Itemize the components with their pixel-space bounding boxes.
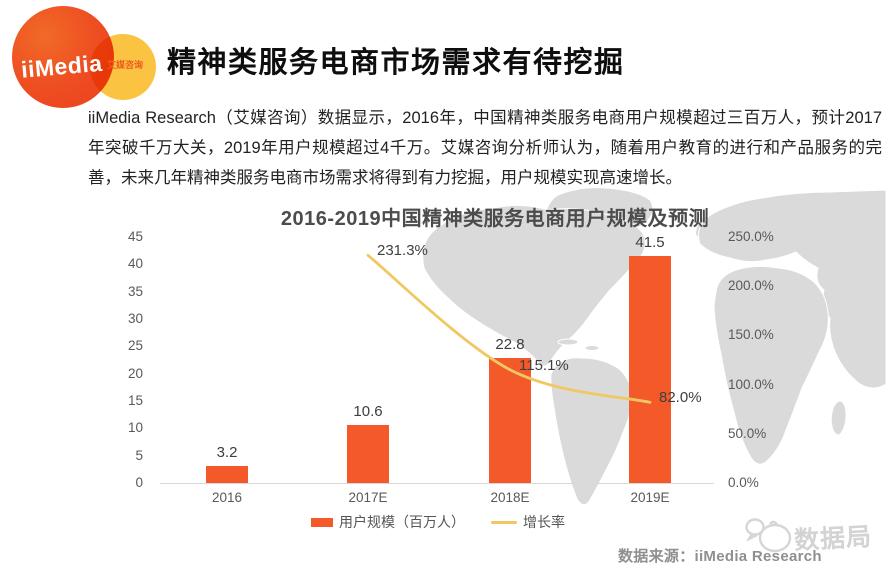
bar-value-label: 41.5 [635,234,665,252]
right-axis-tick: 50.0% [728,425,767,441]
left-axis-tick: 20 [127,365,143,381]
legend-label: 增长率 [523,514,565,530]
right-axis-tick: 250.0% [728,229,774,244]
right-axis-tick: 200.0% [728,278,774,294]
legend-item-bars: 用户规模（百万人） [311,512,465,532]
x-axis-tick: 2018E [490,490,530,505]
intro-paragraph: iiMedia Research（艾媒咨询）数据显示，2016年，中国精神类服务… [88,109,882,187]
left-axis-tick: 25 [127,338,143,354]
left-axis-tick: 0 [135,475,143,490]
bar-2018E [489,358,531,483]
page-title: 精神类服务电商市场需求有待挖掘 [167,47,625,79]
growth-value-label: 82.0% [659,389,702,407]
iimedia-logo: iiMedia 艾媒咨询 [8,4,160,108]
left-axis-tick: 35 [127,283,143,299]
legend-line-swatch [491,520,517,524]
left-axis-tick: 30 [127,311,143,326]
legend-bar-swatch [311,517,333,527]
x-axis-line [160,483,714,484]
bar-value-label: 3.2 [216,443,238,461]
bar-2016 [206,465,248,483]
chart-legend: 用户规模（百万人） 增长率 [160,512,716,532]
x-axis-tick: 2017E [348,490,388,505]
legend-label: 用户规模（百万人） [339,514,465,530]
left-axis-tick: 5 [135,447,143,463]
right-axis-tick: 150.0% [728,327,774,343]
left-axis-tick: 15 [127,393,143,408]
bar-value-label: 10.6 [353,403,383,421]
left-axis-tick: 10 [127,420,143,436]
chart-title: 2016-2019中国精神类服务电商用户规模及预测 [280,208,710,230]
legend-item-line: 增长率 [491,512,565,532]
bar-2017E [347,425,389,483]
left-axis-tick: 45 [127,229,143,244]
right-axis-tick: 0.0% [728,475,759,490]
bar-2019E [629,256,671,483]
right-axis-tick: 100.0% [728,376,774,392]
left-axis-tick: 40 [127,256,143,272]
x-axis-tick: 2016 [211,490,243,505]
growth-value-label: 231.3% [377,242,428,260]
logo-yellow-circle [90,34,156,100]
logo-tagline: 艾媒咨询 [107,60,144,70]
data-source-text: 数据来源：iiMedia Research [618,548,822,565]
x-axis-tick: 2019E [630,490,670,505]
bar-value-label: 22.8 [495,336,525,354]
databureau-icon [745,518,792,553]
growth-value-label: 115.1% [519,356,569,374]
